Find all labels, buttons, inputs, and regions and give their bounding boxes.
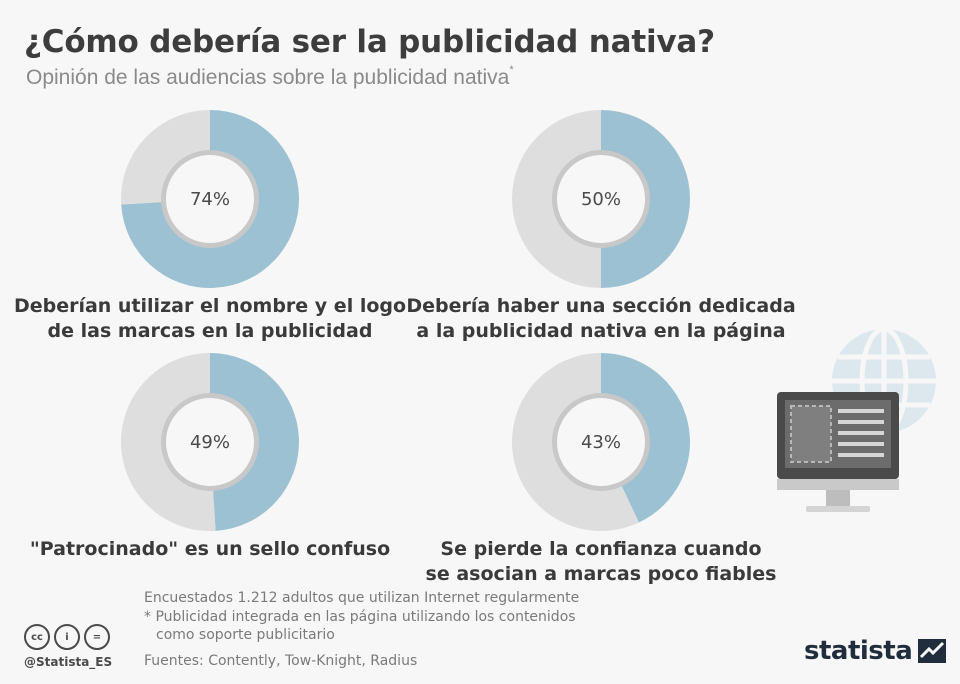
donut-3-center bbox=[166, 398, 254, 486]
caption-3: "Patrocinado" es un sello confuso bbox=[0, 537, 420, 562]
statista-logo-icon bbox=[918, 639, 947, 663]
chart-title: ¿Cómo debería ser la publicidad nativa? bbox=[24, 24, 715, 60]
sources-text: Fuentes: Contently, Tow-Knight, Radius bbox=[144, 653, 418, 669]
donut-svg-1: 74% bbox=[121, 110, 299, 288]
caption-4: Se pierde la confianza cuando se asocian… bbox=[391, 537, 811, 587]
caption-1-line-2: de las marcas en la publicidad bbox=[47, 320, 373, 342]
subtitle-footnote-mark: * bbox=[509, 64, 514, 76]
donut-1-center bbox=[166, 155, 254, 243]
cc-icon[interactable]: cc bbox=[24, 624, 50, 650]
caption-2: Debería haber una sección dedicada a la … bbox=[391, 294, 811, 344]
by-icon[interactable]: i bbox=[54, 624, 80, 650]
footnote-definition-cont: como soporte publicitario bbox=[156, 627, 335, 643]
donut-1-percent-label: 74% bbox=[190, 189, 230, 210]
brand-name: statista bbox=[804, 636, 913, 666]
caption-1: Deberían utilizar el nombre y el logo de… bbox=[0, 294, 420, 344]
donut-2-percent-label: 50% bbox=[581, 189, 621, 210]
donut-chart-4: 43% bbox=[512, 353, 690, 531]
caption-3-line-1: "Patrocinado" es un sello confuso bbox=[29, 538, 391, 560]
donut-chart-2: 50% bbox=[512, 110, 690, 288]
donut-4-center bbox=[557, 398, 645, 486]
donut-svg-2: 50% bbox=[512, 110, 690, 288]
license-icons: cc i = bbox=[24, 624, 110, 650]
caption-1-line-1: Deberían utilizar el nombre y el logo bbox=[13, 295, 407, 317]
donut-3-percent-label: 49% bbox=[190, 432, 230, 453]
donut-4-percent-label: 43% bbox=[581, 432, 621, 453]
nd-icon[interactable]: = bbox=[84, 624, 110, 650]
twitter-handle[interactable]: @Statista_ES bbox=[24, 655, 113, 669]
caption-2-line-1: Debería haber una sección dedicada bbox=[406, 295, 796, 317]
chart-subtitle: Opinión de las audiencias sobre la publi… bbox=[26, 64, 514, 90]
monitor-globe-illustration bbox=[777, 326, 936, 512]
statista-brand[interactable]: statista bbox=[804, 636, 947, 666]
donut-chart-1: 74% bbox=[121, 110, 299, 288]
subtitle-text: Opinión de las audiencias sobre la publi… bbox=[26, 66, 510, 89]
footnote-respondents: Encuestados 1.212 adultos que utilizan I… bbox=[144, 590, 580, 606]
donut-svg-4: 43% bbox=[512, 353, 690, 531]
donut-svg-3: 49% bbox=[121, 353, 299, 531]
caption-4-line-2: se asocian a marcas poco fiables bbox=[425, 563, 777, 585]
donut-2-center bbox=[557, 155, 645, 243]
monitor-icon bbox=[777, 392, 899, 512]
caption-2-line-2: a la publicidad nativa en la página bbox=[416, 320, 786, 342]
footnote-definition: * Publicidad integrada en las página uti… bbox=[144, 609, 576, 625]
donut-chart-3: 49% bbox=[121, 353, 299, 531]
caption-4-line-1: Se pierde la confianza cuando bbox=[440, 538, 762, 560]
